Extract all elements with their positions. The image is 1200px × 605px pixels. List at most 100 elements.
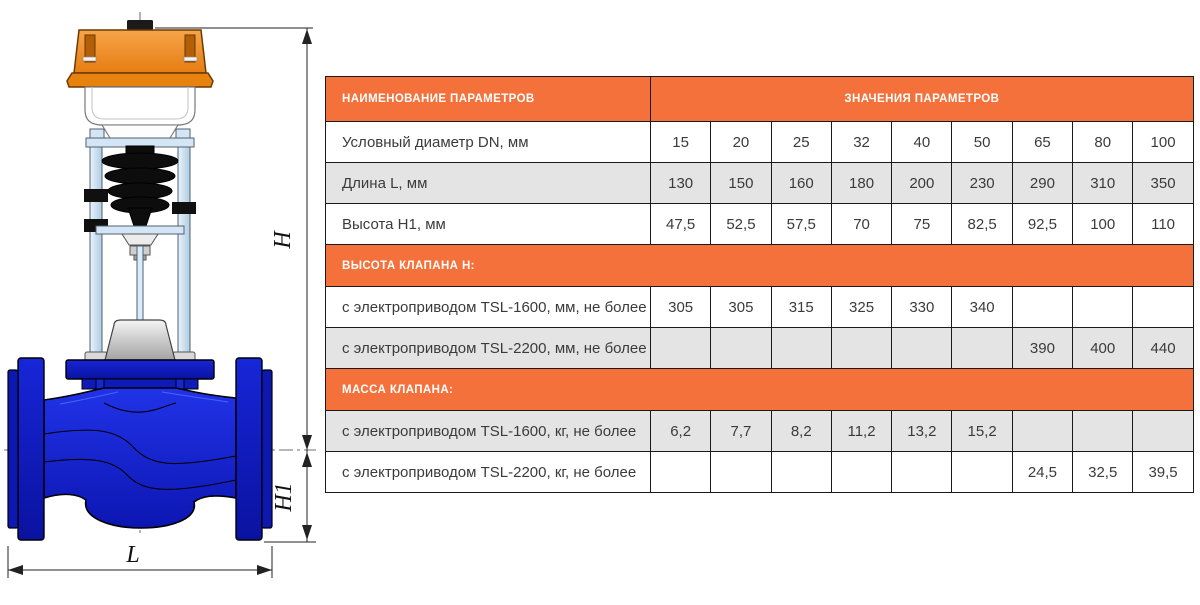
param-label: с электроприводом TSL-1600, мм, не более xyxy=(325,286,651,328)
param-value: 25 xyxy=(770,121,832,163)
yoke-column-right xyxy=(177,146,191,360)
actuator-skirt xyxy=(66,72,214,88)
parameters-table: НАИМЕНОВАНИЕ ПАРАМЕТРОВ ЗНАЧЕНИЯ ПАРАМЕТ… xyxy=(325,76,1194,493)
param-value: 340 xyxy=(951,286,1013,328)
dimension-l: L xyxy=(7,542,273,578)
param-value: 52,5 xyxy=(710,203,772,245)
table-header-row: НАИМЕНОВАНИЕ ПАРАМЕТРОВ ЗНАЧЕНИЯ ПАРАМЕТ… xyxy=(325,76,1194,122)
param-label: с электроприводом TSL-2200, кг, не более xyxy=(325,451,651,493)
table-row: с электроприводом TSL-1600, мм, не более… xyxy=(325,286,1194,328)
table-body: Условный диаметр DN, мм 15 20 25 32 40 50 65 80 1… xyxy=(325,121,1194,493)
param-value xyxy=(649,327,712,369)
table-row: с электроприводом TSL-2200, мм, не более… xyxy=(325,327,1194,369)
param-value: 110 xyxy=(1132,203,1194,245)
param-value: 100 xyxy=(1132,121,1194,163)
body-shell xyxy=(43,387,237,529)
param-value xyxy=(951,451,1013,493)
actuator-knob xyxy=(127,20,153,30)
param-value: 15,2 xyxy=(951,410,1013,452)
param-label: с электроприводом TSL-1600, кг, не более xyxy=(325,410,651,452)
valve-drawing-svg: H H1 L xyxy=(4,12,316,578)
param-value: 150 xyxy=(710,162,772,204)
param-value: 160 xyxy=(770,162,832,204)
param-label: Длина L, мм xyxy=(325,162,651,204)
param-value: 92,5 xyxy=(1011,203,1074,245)
table-row: Условный диаметр DN, мм 15 20 25 32 40 50 65 80 1… xyxy=(325,121,1194,163)
param-value xyxy=(830,327,893,369)
param-value: 8,2 xyxy=(770,410,832,452)
param-value: 39,5 xyxy=(1132,451,1194,493)
dim-label-h: H xyxy=(270,230,296,250)
param-value xyxy=(649,451,712,493)
param-value: 11,2 xyxy=(830,410,893,452)
param-value: 24,5 xyxy=(1011,451,1074,493)
param-value: 47,5 xyxy=(649,203,712,245)
param-value: 350 xyxy=(1132,162,1194,204)
bonnet-flange xyxy=(65,359,215,380)
param-value: 82,5 xyxy=(951,203,1013,245)
valve-diagram: H H1 L xyxy=(0,0,322,600)
param-value xyxy=(1132,286,1194,328)
param-value: 50 xyxy=(951,121,1013,163)
table-row: с электроприводом TSL-2200, кг, не более… xyxy=(325,451,1194,493)
param-value: 32 xyxy=(830,121,893,163)
yoke-column-left xyxy=(89,146,103,360)
param-value: 400 xyxy=(1072,327,1134,369)
param-value: 65 xyxy=(1011,121,1074,163)
param-value xyxy=(1011,410,1074,452)
section-header: ВЫСОТА КЛАПАНА H: xyxy=(325,244,1194,287)
param-label: Условный диаметр DN, мм xyxy=(325,121,651,163)
param-label: с электроприводом TSL-2200, мм, не более xyxy=(325,327,651,369)
param-value: 390 xyxy=(1011,327,1074,369)
param-value: 325 xyxy=(830,286,893,328)
param-value: 80 xyxy=(1072,121,1134,163)
actuator-slot-right xyxy=(184,34,196,63)
bonnet-cone xyxy=(104,319,176,361)
param-value: 32,5 xyxy=(1072,451,1134,493)
dim-label-l: L xyxy=(125,542,139,568)
actuator-vent-left xyxy=(82,56,97,62)
param-value: 130 xyxy=(649,162,712,204)
param-value: 100 xyxy=(1072,203,1134,245)
param-value xyxy=(710,451,772,493)
param-value xyxy=(770,327,832,369)
body-detail-lines xyxy=(43,402,237,490)
bellows xyxy=(101,145,179,227)
param-value: 305 xyxy=(710,286,772,328)
dimension-h1: H1 xyxy=(264,450,316,543)
param-value: 315 xyxy=(770,286,832,328)
param-value: 75 xyxy=(891,203,953,245)
stem-coupling xyxy=(121,233,159,246)
param-value: 290 xyxy=(1011,162,1074,204)
table-row: с электроприводом TSL-1600, кг, не более… xyxy=(325,410,1194,452)
flange-left xyxy=(17,357,45,541)
actuator-vent-right xyxy=(183,56,198,62)
flange-right xyxy=(235,357,263,541)
header-cell-values: ЗНАЧЕНИЯ ПАРАМЕТРОВ xyxy=(650,76,1194,122)
flange-face-left xyxy=(7,369,19,529)
param-value: 330 xyxy=(891,286,953,328)
section-row: ВЫСОТА КЛАПАНА H: xyxy=(325,244,1194,287)
stem-cross-plate xyxy=(95,225,185,235)
param-value: 7,7 xyxy=(710,410,772,452)
param-value xyxy=(1072,410,1134,452)
section-row: МАССА КЛАПАНА: xyxy=(325,368,1194,411)
valve-body xyxy=(7,357,273,541)
table-row: Длина L, мм 130 150 160 180 200 230 290 310 350 xyxy=(325,162,1194,204)
param-value xyxy=(891,327,953,369)
param-value: 57,5 xyxy=(770,203,832,245)
param-value xyxy=(951,327,1013,369)
param-value: 180 xyxy=(830,162,893,204)
yoke-bracket-left xyxy=(89,128,105,139)
param-value: 70 xyxy=(830,203,893,245)
param-value xyxy=(830,451,893,493)
dim-label-h1: H1 xyxy=(271,482,297,512)
param-value: 15 xyxy=(649,121,712,163)
actuator-base xyxy=(101,124,179,139)
column-clamp-right xyxy=(172,202,196,214)
yoke-bracket-right xyxy=(175,128,191,139)
housing-inner-line xyxy=(91,87,189,120)
param-value: 6,2 xyxy=(649,410,712,452)
param-value xyxy=(1011,286,1074,328)
body-highlights xyxy=(59,391,229,405)
